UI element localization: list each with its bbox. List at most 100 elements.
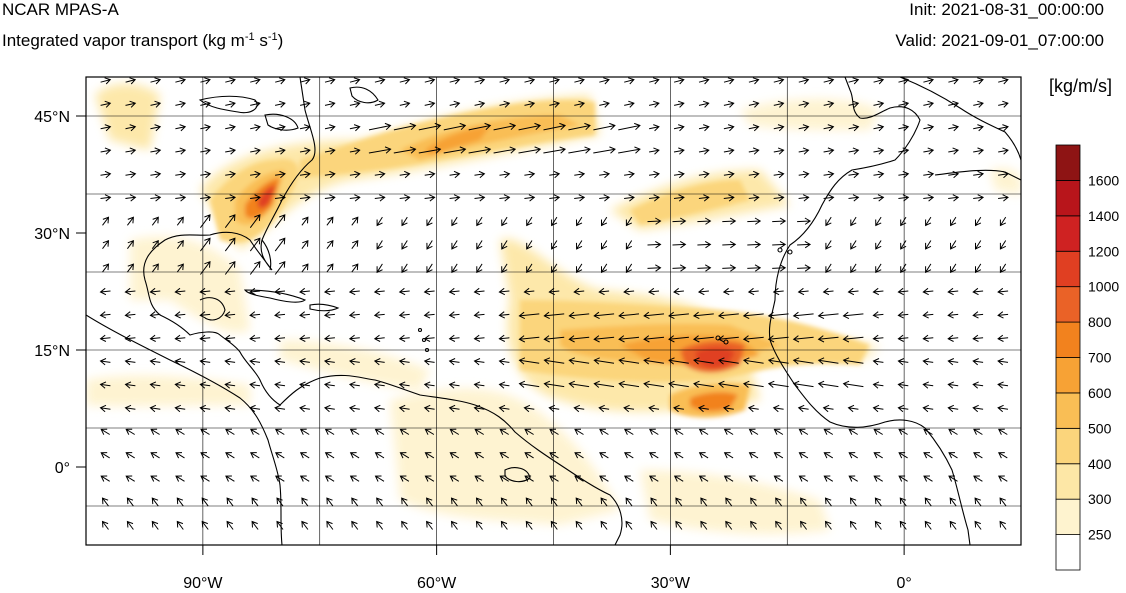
ivt-vector bbox=[849, 520, 857, 530]
ivt-vector bbox=[999, 520, 1007, 530]
ivt-vector bbox=[125, 475, 135, 482]
ivt-vector bbox=[672, 264, 687, 272]
ivt-vector bbox=[898, 428, 908, 435]
ivt-vector bbox=[175, 124, 187, 132]
ivt-vector bbox=[100, 194, 112, 202]
ivt-vector bbox=[200, 124, 212, 132]
ivt-vector bbox=[125, 428, 135, 435]
ivt-vector bbox=[543, 380, 565, 388]
ivt-vector bbox=[474, 428, 484, 435]
ivt-vector bbox=[274, 358, 286, 366]
ivt-vector bbox=[200, 194, 212, 202]
ivt-vector bbox=[972, 358, 984, 366]
ivt-vector bbox=[698, 428, 709, 435]
ivt-vector bbox=[700, 520, 708, 530]
ivt-vector bbox=[176, 520, 184, 530]
ivt-vector bbox=[975, 216, 982, 227]
ivt-vector bbox=[848, 452, 858, 459]
ivt-vector bbox=[274, 100, 286, 108]
ivt-vector bbox=[722, 217, 737, 225]
ivt-vector bbox=[249, 214, 261, 228]
ivt-vector bbox=[299, 100, 311, 108]
ivt-vector bbox=[923, 475, 933, 482]
ivt-vector bbox=[948, 124, 960, 132]
ivt-vector bbox=[767, 311, 789, 320]
ivt-vector bbox=[349, 124, 361, 132]
ivt-vector bbox=[376, 216, 383, 227]
ivt-vector bbox=[643, 380, 664, 388]
ivt-vector bbox=[748, 475, 759, 482]
ivt-vector bbox=[898, 170, 910, 179]
ivt-vector bbox=[348, 311, 360, 319]
ivt-vector bbox=[574, 475, 584, 482]
ivt-vector bbox=[593, 122, 616, 131]
ivt-vector bbox=[200, 100, 212, 108]
ivt-vector bbox=[374, 170, 386, 179]
ivt-vector bbox=[773, 124, 785, 132]
ivt-vector bbox=[249, 404, 261, 413]
ivt-vector bbox=[326, 520, 334, 530]
ivt-vector bbox=[373, 381, 385, 389]
ivt-vector bbox=[975, 263, 982, 274]
ivt-vector bbox=[747, 404, 759, 413]
ivt-vector bbox=[424, 77, 436, 85]
ivt-vector bbox=[476, 240, 483, 250]
ivt-vector bbox=[374, 77, 386, 85]
ivt-vector bbox=[950, 263, 957, 274]
ivt-vector bbox=[897, 358, 909, 366]
ivt-vector bbox=[449, 194, 461, 202]
ivt-vector bbox=[798, 124, 810, 132]
ivt-vector bbox=[200, 147, 212, 155]
ivt-vector bbox=[548, 404, 560, 413]
ivt-vector bbox=[798, 475, 809, 482]
ivt-vector bbox=[817, 380, 839, 388]
ivt-vector bbox=[349, 452, 360, 459]
ivt-vector bbox=[476, 263, 483, 274]
ivt-vector bbox=[150, 452, 160, 459]
ivt-vector bbox=[523, 404, 535, 413]
ivt-vector bbox=[276, 497, 284, 507]
ivt-vector bbox=[518, 380, 540, 388]
ivt-vector bbox=[723, 147, 735, 155]
ivt-vector bbox=[250, 428, 260, 435]
ivt-vector bbox=[373, 358, 385, 366]
ivt-vector bbox=[599, 170, 611, 179]
ivt-vector bbox=[301, 239, 309, 249]
ivt-vector bbox=[101, 520, 109, 530]
ivt-vector bbox=[150, 124, 162, 132]
ivt-vector bbox=[618, 380, 640, 388]
ivt-vector bbox=[524, 194, 536, 202]
ivt-vector bbox=[800, 520, 807, 530]
ivt-vector bbox=[568, 335, 590, 343]
ivt-vector bbox=[499, 452, 509, 459]
ivt-vector bbox=[748, 100, 760, 108]
ivt-vector bbox=[200, 237, 211, 252]
ivt-vector bbox=[443, 146, 467, 154]
ivt-vector bbox=[474, 77, 486, 85]
ivt-vector bbox=[523, 287, 535, 296]
ivt-vector bbox=[474, 170, 486, 179]
ivt-vector bbox=[999, 216, 1007, 227]
ivt-vector bbox=[568, 357, 590, 365]
ivt-vector bbox=[717, 311, 739, 320]
ivt-vector bbox=[174, 358, 186, 366]
ivt-vector bbox=[698, 100, 710, 108]
ivt-vector bbox=[175, 147, 187, 155]
ivt-vector bbox=[574, 100, 586, 108]
ivt-vector bbox=[401, 497, 409, 507]
ivt-vector bbox=[948, 77, 959, 85]
ivt-vector bbox=[723, 428, 734, 435]
ivt-vector bbox=[124, 334, 136, 342]
ivt-vector bbox=[448, 287, 460, 296]
ivt-vector bbox=[149, 404, 161, 413]
ivt-vector bbox=[401, 263, 408, 274]
ivt-vector bbox=[792, 311, 814, 320]
ivt-vector bbox=[872, 287, 884, 296]
ivt-vector bbox=[848, 475, 858, 482]
ivt-vector bbox=[225, 428, 235, 435]
ivt-vector bbox=[151, 216, 159, 226]
ivt-vector bbox=[948, 452, 958, 459]
ivt-vector bbox=[225, 194, 237, 202]
ivt-vector bbox=[174, 404, 186, 413]
ivt-vector bbox=[872, 311, 884, 319]
